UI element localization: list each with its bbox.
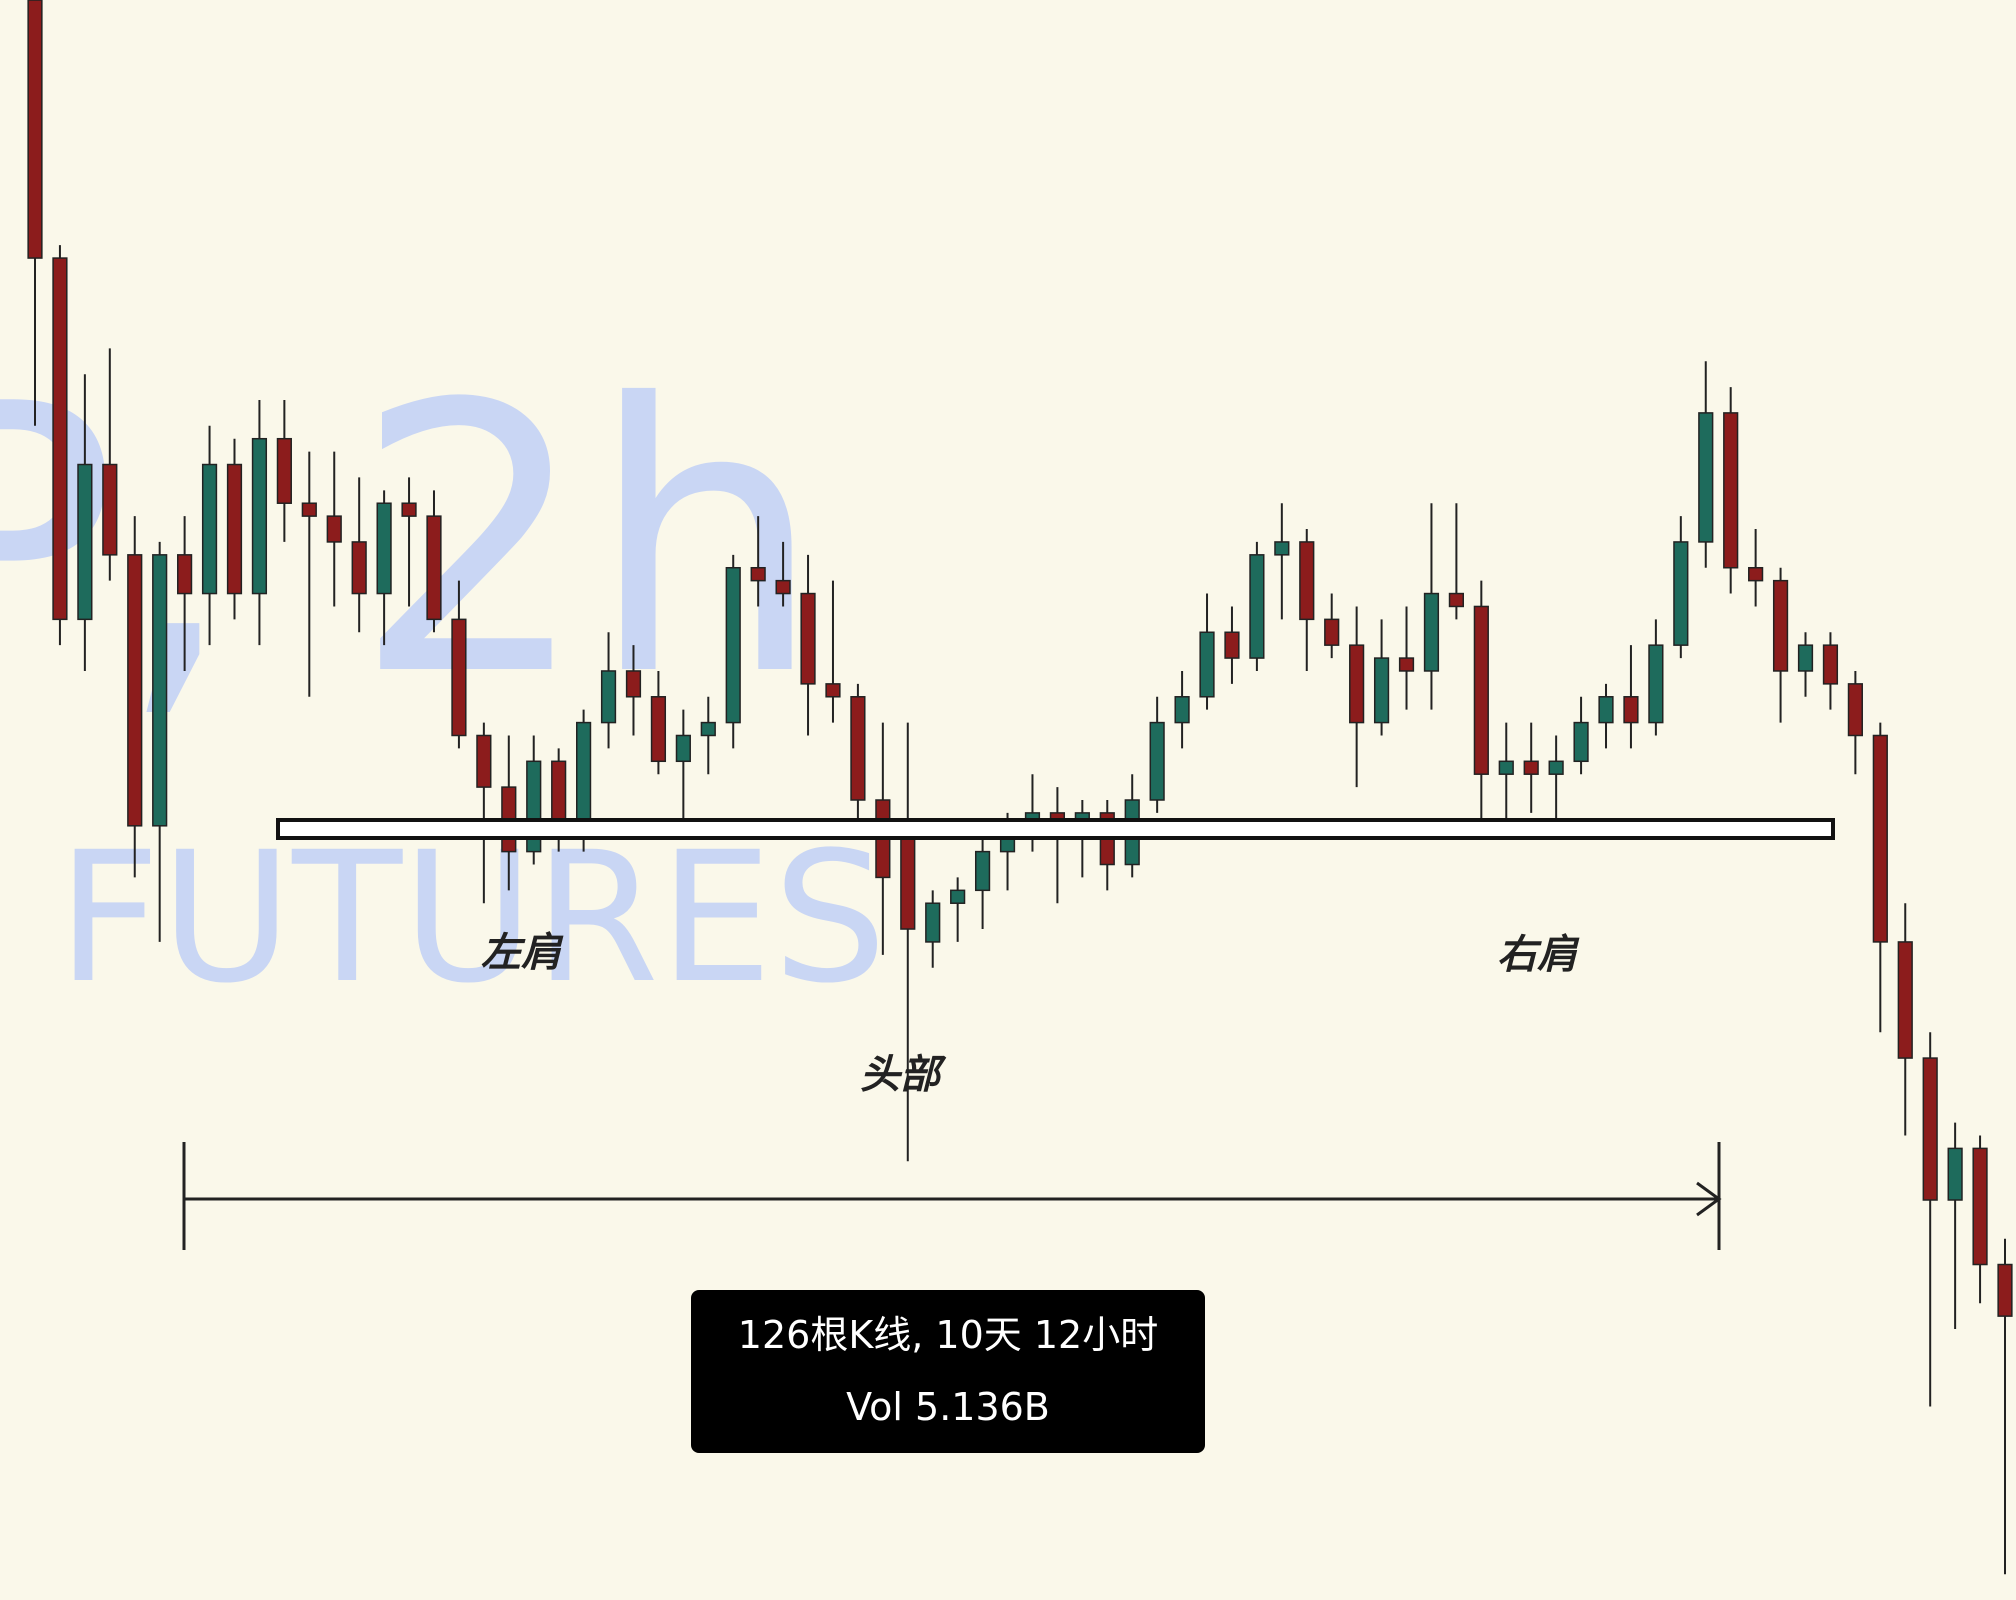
candle-body — [1523, 760, 1539, 775]
candle-body — [1299, 541, 1315, 621]
candle-body — [725, 566, 741, 724]
measure-label: Vol 5.136B — [846, 1385, 1050, 1429]
candle-body — [925, 902, 941, 943]
candle-body — [376, 502, 392, 595]
candle-body — [650, 696, 667, 763]
candle-body — [77, 463, 93, 621]
candle-body — [1648, 644, 1664, 724]
candle-body — [177, 554, 193, 595]
candle-body — [1847, 683, 1863, 737]
candle-body — [1872, 734, 1888, 943]
watermark: AL FUTURES — [0, 814, 887, 1023]
candle-body — [1149, 721, 1165, 801]
candle-body — [1398, 657, 1415, 672]
candle-body — [800, 592, 816, 685]
measure-tool — [182, 1142, 1722, 1250]
candle-body — [974, 850, 991, 892]
neckline-zone — [276, 818, 1835, 840]
candle-body — [1997, 1263, 2013, 1317]
candle-body — [1573, 721, 1589, 763]
candle-body — [625, 670, 642, 698]
candle-body — [451, 618, 467, 737]
measure-arrow — [1696, 1181, 1722, 1217]
candle-body — [1748, 566, 1764, 582]
candle-body — [900, 837, 916, 930]
candle-body — [1274, 541, 1290, 556]
annotation: 左肩 — [481, 930, 564, 976]
candle-body — [1249, 554, 1265, 659]
candle-body — [1498, 760, 1514, 775]
candle-body — [1772, 579, 1789, 672]
candle-body — [850, 696, 866, 801]
candle-body — [201, 463, 218, 595]
candle-body — [1623, 696, 1639, 724]
measure-label-box — [691, 1290, 1205, 1453]
candle-body — [52, 257, 68, 621]
candle-body — [1797, 644, 1814, 672]
candle-body — [750, 566, 766, 582]
candle-body — [152, 554, 168, 827]
candle-body — [1473, 605, 1489, 775]
candle-body — [1922, 1057, 1938, 1201]
measure-label: 126根K线, 10天 12小时 — [738, 1313, 1158, 1357]
candle-body — [551, 760, 567, 827]
annotation: 头部 — [860, 1052, 947, 1098]
candle-body — [1698, 412, 1714, 543]
candle-body — [102, 463, 118, 556]
candle-body — [1199, 631, 1215, 698]
candle-body — [226, 463, 243, 595]
candle-body — [1598, 696, 1614, 724]
candle-body — [1673, 541, 1689, 646]
candle-body — [27, 0, 43, 259]
candle-body — [600, 670, 617, 724]
candle-body — [127, 554, 143, 827]
candle-body — [401, 502, 417, 517]
candle-body — [1947, 1147, 1963, 1201]
annotation: 右肩 — [1497, 932, 1580, 978]
candle-body — [426, 515, 442, 621]
candle-body — [1373, 657, 1390, 724]
candle-body — [1548, 760, 1564, 775]
candle-body — [276, 437, 292, 504]
candle-body — [1224, 631, 1240, 659]
candle-body — [301, 502, 317, 517]
candle-body — [576, 721, 592, 827]
candle-body — [1897, 941, 1913, 1059]
candle-body — [1349, 644, 1365, 724]
candle-body — [1972, 1147, 1988, 1266]
candle-body — [775, 579, 791, 595]
candle-body — [351, 541, 367, 595]
candle-body — [1723, 412, 1739, 569]
candle-body — [1448, 592, 1464, 608]
candle-body — [1174, 696, 1190, 724]
candle-body — [825, 683, 841, 698]
candle-body — [476, 734, 492, 788]
watermark: RP, 2h — [0, 327, 823, 757]
candle-body — [700, 721, 716, 737]
candle-body — [326, 515, 342, 543]
candle-body — [1822, 644, 1839, 685]
candle-body — [1423, 592, 1440, 672]
candle-body — [1324, 618, 1340, 646]
candle-body — [675, 734, 691, 763]
candle-body — [950, 889, 966, 904]
candle-body — [251, 437, 268, 595]
